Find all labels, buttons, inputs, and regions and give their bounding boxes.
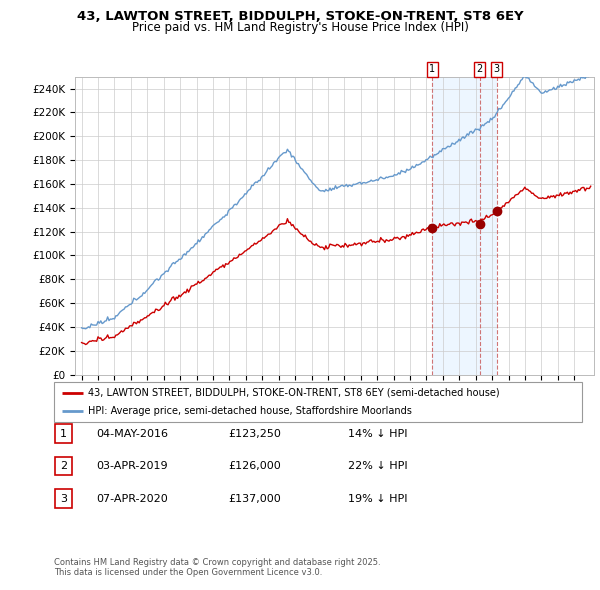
Text: £123,250: £123,250	[228, 429, 281, 438]
Text: 1: 1	[60, 429, 67, 438]
Text: 43, LAWTON STREET, BIDDULPH, STOKE-ON-TRENT, ST8 6EY (semi-detached house): 43, LAWTON STREET, BIDDULPH, STOKE-ON-TR…	[88, 388, 500, 398]
Text: 14% ↓ HPI: 14% ↓ HPI	[348, 429, 407, 438]
Text: 3: 3	[494, 64, 500, 74]
Text: 07-APR-2020: 07-APR-2020	[96, 494, 168, 503]
Text: 3: 3	[60, 494, 67, 503]
Text: 22% ↓ HPI: 22% ↓ HPI	[348, 461, 407, 471]
Text: 1: 1	[429, 64, 435, 74]
Text: HPI: Average price, semi-detached house, Staffordshire Moorlands: HPI: Average price, semi-detached house,…	[88, 406, 412, 416]
Text: £126,000: £126,000	[228, 461, 281, 471]
Text: Contains HM Land Registry data © Crown copyright and database right 2025.
This d: Contains HM Land Registry data © Crown c…	[54, 558, 380, 577]
Text: 04-MAY-2016: 04-MAY-2016	[96, 429, 168, 438]
Bar	[432, 77, 497, 375]
Text: 03-APR-2019: 03-APR-2019	[96, 461, 167, 471]
Text: 43, LAWTON STREET, BIDDULPH, STOKE-ON-TRENT, ST8 6EY: 43, LAWTON STREET, BIDDULPH, STOKE-ON-TR…	[77, 10, 523, 23]
Text: 2: 2	[477, 64, 483, 74]
Text: £137,000: £137,000	[228, 494, 281, 503]
Text: 2: 2	[60, 461, 67, 471]
Text: Price paid vs. HM Land Registry's House Price Index (HPI): Price paid vs. HM Land Registry's House …	[131, 21, 469, 34]
Text: 19% ↓ HPI: 19% ↓ HPI	[348, 494, 407, 503]
